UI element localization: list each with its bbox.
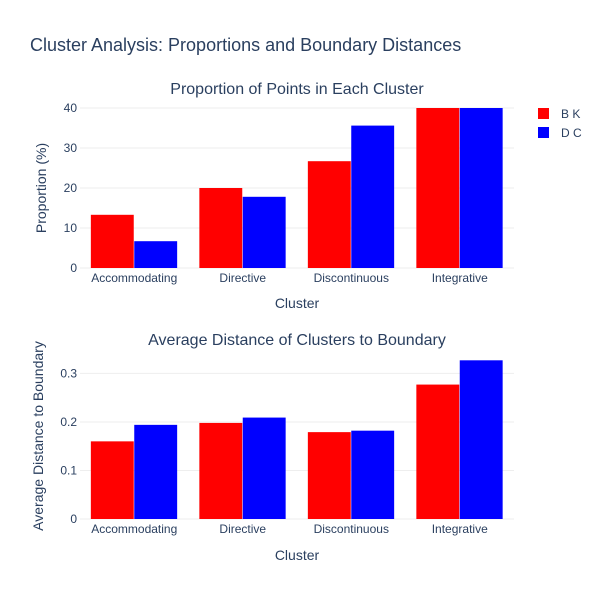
bar-dc[interactable] (459, 360, 503, 519)
panel-2-bars (90, 360, 503, 519)
y-tick-label: 20 (64, 181, 78, 195)
panel-2-y-axis-title: Average Distance to Boundary (30, 341, 46, 531)
panel-1-bars (90, 108, 503, 268)
bar-bk[interactable] (90, 441, 134, 519)
legend-swatch-bk (538, 108, 549, 119)
y-tick-label: 30 (64, 141, 78, 155)
panel-2-y-ticks: 0 0.1 0.2 0.3 (60, 366, 77, 526)
panel-distance: Average Distance of Clusters to Boundary… (30, 332, 514, 563)
y-tick-label: 10 (64, 221, 78, 235)
y-tick-label: 0 (70, 512, 77, 526)
y-tick-label: 0 (70, 261, 77, 275)
x-tick-label: Discontinuous (314, 271, 389, 285)
x-tick-label: Accommodating (91, 522, 177, 536)
panel-2-x-axis-title: Cluster (275, 547, 320, 563)
bar-bk[interactable] (199, 188, 243, 268)
panel-1-y-ticks: 0 10 20 30 40 (64, 101, 78, 275)
figure-title: Cluster Analysis: Proportions and Bounda… (30, 35, 461, 55)
bar-bk[interactable] (307, 161, 351, 268)
bar-dc[interactable] (242, 196, 286, 268)
panel-2-title: Average Distance of Clusters to Boundary (148, 332, 446, 349)
bar-bk[interactable] (307, 432, 351, 519)
bar-bk[interactable] (416, 108, 460, 268)
x-tick-label: Directive (219, 522, 266, 536)
x-tick-label: Integrative (432, 522, 488, 536)
bar-dc[interactable] (351, 430, 395, 519)
bar-bk[interactable] (416, 384, 460, 519)
legend-label-dc: D C (561, 126, 582, 140)
legend-swatch-dc (538, 127, 549, 138)
legend: B K D C (538, 107, 582, 140)
panel-proportion: Proportion of Points in Each Cluster 0 10… (33, 81, 514, 311)
bar-dc[interactable] (459, 108, 503, 268)
y-tick-label: 0.1 (60, 463, 77, 477)
bar-bk[interactable] (90, 214, 134, 268)
bar-bk[interactable] (199, 422, 243, 519)
bar-dc[interactable] (134, 424, 178, 519)
panel-2-x-ticks: Accommodating Directive Discontinuous Integ… (91, 522, 488, 536)
x-tick-label: Discontinuous (314, 522, 389, 536)
panel-1-y-axis-title: Proportion (%) (33, 143, 49, 233)
x-tick-label: Accommodating (91, 271, 177, 285)
panel-1-x-ticks: Accommodating Directive Discontinuous Integ… (91, 271, 488, 285)
x-tick-label: Integrative (432, 271, 488, 285)
x-tick-label: Directive (219, 271, 266, 285)
y-tick-label: 0.2 (60, 415, 77, 429)
legend-item-bk[interactable]: B K (538, 107, 580, 121)
panel-1-title: Proportion of Points in Each Cluster (170, 81, 424, 98)
bar-dc[interactable] (351, 125, 395, 268)
legend-item-dc[interactable]: D C (538, 126, 582, 140)
bar-dc[interactable] (242, 417, 286, 519)
y-tick-label: 0.3 (60, 366, 77, 380)
panel-1-x-axis-title: Cluster (275, 295, 320, 311)
y-tick-label: 40 (64, 101, 78, 115)
legend-label-bk: B K (561, 107, 580, 121)
bar-dc[interactable] (134, 241, 178, 268)
